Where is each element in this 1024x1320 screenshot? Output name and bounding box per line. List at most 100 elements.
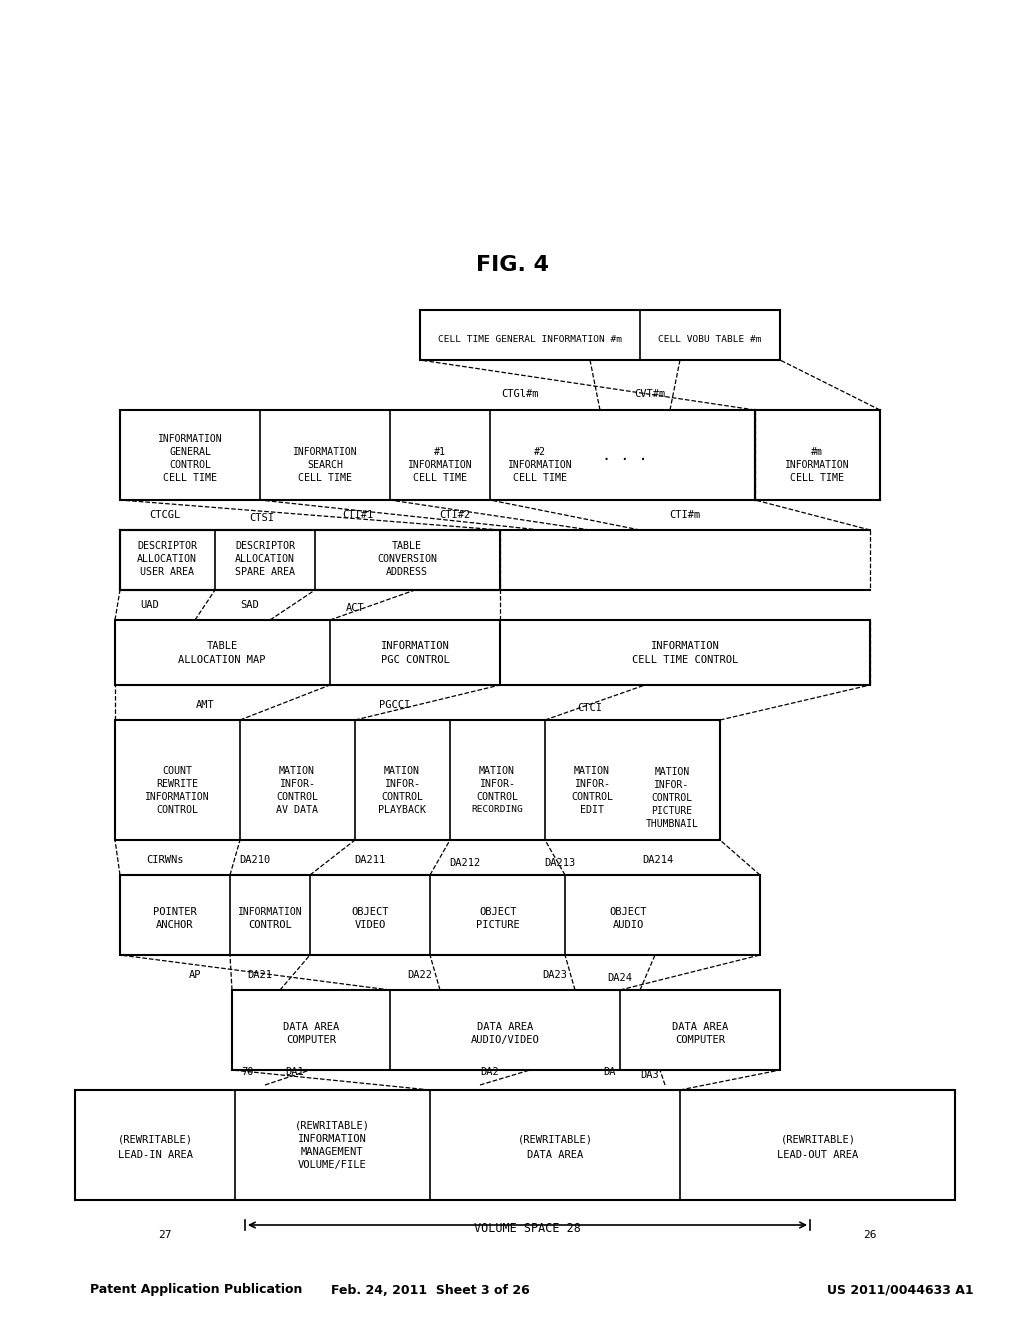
Text: OBJECT: OBJECT <box>351 907 389 917</box>
Text: COMPUTER: COMPUTER <box>675 1035 725 1045</box>
Text: MATION: MATION <box>654 767 689 777</box>
Text: CTGl#m: CTGl#m <box>502 389 539 399</box>
Text: INFORMATION: INFORMATION <box>298 1134 367 1144</box>
Text: LEAD-IN AREA: LEAD-IN AREA <box>118 1150 193 1160</box>
FancyBboxPatch shape <box>120 411 755 500</box>
Text: CELL TIME CONTROL: CELL TIME CONTROL <box>632 655 738 665</box>
Text: CELL TIME: CELL TIME <box>298 473 352 483</box>
Text: CONTROL: CONTROL <box>571 792 613 803</box>
Text: #2: #2 <box>534 447 546 457</box>
Text: INFOR-: INFOR- <box>654 780 689 789</box>
Text: #1: #1 <box>434 447 446 457</box>
Text: 26: 26 <box>863 1230 877 1239</box>
Text: INFOR-: INFOR- <box>384 779 420 789</box>
Text: UAD: UAD <box>140 601 160 610</box>
Text: OBJECT: OBJECT <box>609 907 647 917</box>
Text: CONTROL: CONTROL <box>248 920 292 931</box>
Text: (REWRITABLE): (REWRITABLE) <box>517 1135 593 1144</box>
Text: CONTROL: CONTROL <box>156 805 198 814</box>
Text: MATION: MATION <box>479 766 515 776</box>
Text: . . .: . . . <box>602 447 648 462</box>
Text: (REWRITABLE): (REWRITABLE) <box>118 1135 193 1144</box>
Text: Feb. 24, 2011  Sheet 3 of 26: Feb. 24, 2011 Sheet 3 of 26 <box>331 1283 529 1296</box>
Text: ALLOCATION: ALLOCATION <box>137 554 197 564</box>
Text: Patent Application Publication: Patent Application Publication <box>90 1283 302 1296</box>
Text: INFORMATION: INFORMATION <box>158 434 222 444</box>
Text: DATA AREA: DATA AREA <box>527 1150 583 1160</box>
Text: INFORMATION: INFORMATION <box>650 642 720 651</box>
Text: MANAGEMENT: MANAGEMENT <box>301 1147 364 1158</box>
Text: 27: 27 <box>159 1230 172 1239</box>
Text: INFORMATION: INFORMATION <box>408 459 472 470</box>
Text: CTI#2: CTI#2 <box>439 510 471 520</box>
Text: AUDIO: AUDIO <box>612 920 644 931</box>
Text: MATION: MATION <box>574 766 610 776</box>
Text: CTI#1: CTI#1 <box>342 510 374 520</box>
Text: DA: DA <box>604 1067 616 1077</box>
Text: 70: 70 <box>242 1067 254 1077</box>
Text: DATA AREA: DATA AREA <box>477 1022 534 1032</box>
Text: CIRWNs: CIRWNs <box>146 855 183 865</box>
Text: DESCRIPTOR: DESCRIPTOR <box>137 541 197 550</box>
Text: CONTROL: CONTROL <box>651 793 692 803</box>
Text: (REWRITABLE): (REWRITABLE) <box>780 1135 855 1144</box>
Text: CTSI: CTSI <box>250 513 274 523</box>
Text: TABLE: TABLE <box>207 642 238 651</box>
Text: CTCGL: CTCGL <box>150 510 180 520</box>
FancyBboxPatch shape <box>115 620 870 685</box>
Text: COUNT: COUNT <box>162 766 193 776</box>
Text: DATA AREA: DATA AREA <box>672 1022 728 1032</box>
Text: CONTROL: CONTROL <box>381 792 423 803</box>
Text: INFOR-: INFOR- <box>279 779 315 789</box>
Text: DA213: DA213 <box>545 858 575 869</box>
FancyBboxPatch shape <box>420 310 780 360</box>
Text: COMPUTER: COMPUTER <box>286 1035 336 1045</box>
Text: CELL TIME: CELL TIME <box>163 473 217 483</box>
Text: PICTURE: PICTURE <box>476 920 520 931</box>
Text: VOLUME SPACE 28: VOLUME SPACE 28 <box>473 1221 581 1234</box>
Text: MATION: MATION <box>384 766 420 776</box>
Text: CTI#m: CTI#m <box>670 510 700 520</box>
Text: CTCI: CTCI <box>578 704 602 713</box>
Text: FIG. 4: FIG. 4 <box>475 255 549 275</box>
Text: CONTROL: CONTROL <box>476 792 518 803</box>
Text: DA212: DA212 <box>450 858 480 869</box>
Text: CELL TIME: CELL TIME <box>413 473 467 483</box>
FancyBboxPatch shape <box>75 1090 955 1200</box>
Text: DA2: DA2 <box>480 1067 500 1077</box>
Text: DA21: DA21 <box>248 970 272 979</box>
Text: LEAD-OUT AREA: LEAD-OUT AREA <box>777 1150 859 1160</box>
Text: VIDEO: VIDEO <box>354 920 386 931</box>
Text: RECORDING: RECORDING <box>471 805 523 814</box>
Text: TABLE: TABLE <box>392 541 422 550</box>
Text: CELL TIME GENERAL INFORMATION #m: CELL TIME GENERAL INFORMATION #m <box>438 335 622 345</box>
Text: PGCCI: PGCCI <box>379 700 411 710</box>
Text: USER AREA: USER AREA <box>140 568 194 577</box>
Text: MATION: MATION <box>279 766 315 776</box>
Text: CELL TIME: CELL TIME <box>513 473 567 483</box>
Text: INFORMATION: INFORMATION <box>381 642 450 651</box>
FancyBboxPatch shape <box>120 875 760 954</box>
Text: ADDRESS: ADDRESS <box>386 568 428 577</box>
Text: EDIT: EDIT <box>580 805 604 814</box>
Text: THUMBNAIL: THUMBNAIL <box>645 818 698 829</box>
Text: OBJECT: OBJECT <box>479 907 517 917</box>
FancyBboxPatch shape <box>232 990 780 1071</box>
Text: CONTROL: CONTROL <box>169 459 211 470</box>
Text: INFORMATION: INFORMATION <box>144 792 209 803</box>
Text: CELL VOBU TABLE #m: CELL VOBU TABLE #m <box>658 335 762 345</box>
Text: DA1: DA1 <box>286 1067 304 1077</box>
Text: REWRITE: REWRITE <box>156 779 198 789</box>
Text: SPARE AREA: SPARE AREA <box>234 568 295 577</box>
Text: ACT: ACT <box>346 603 365 612</box>
Text: AP: AP <box>188 970 202 979</box>
Text: PICTURE: PICTURE <box>651 807 692 816</box>
Text: INFOR-: INFOR- <box>479 779 515 789</box>
Text: DA211: DA211 <box>354 855 386 865</box>
FancyBboxPatch shape <box>115 719 720 840</box>
Text: AUDIO/VIDEO: AUDIO/VIDEO <box>471 1035 540 1045</box>
Text: SAD: SAD <box>241 601 259 610</box>
Text: CELL TIME: CELL TIME <box>790 473 844 483</box>
Text: DA24: DA24 <box>607 973 633 983</box>
Text: INFORMATION: INFORMATION <box>508 459 572 470</box>
